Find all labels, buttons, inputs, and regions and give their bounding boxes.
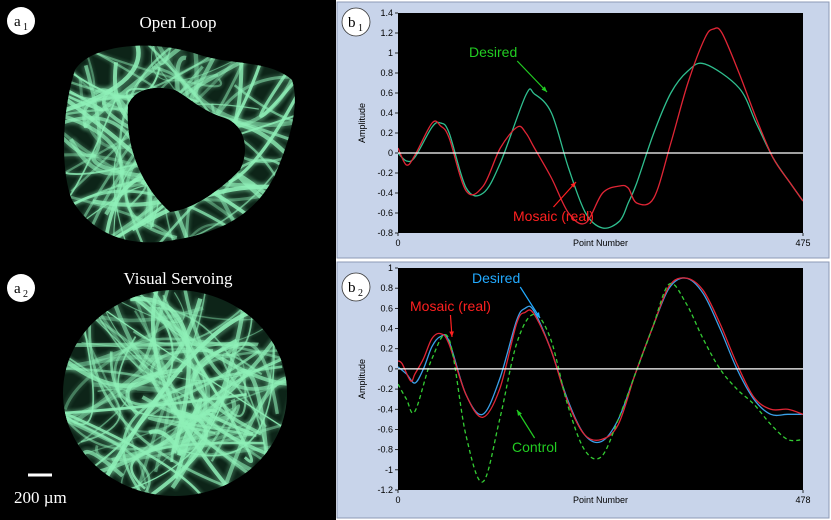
annotation-arrowhead bbox=[541, 86, 547, 92]
y-tick-label: 0 bbox=[388, 364, 393, 374]
chart-b2: -1.2 -1 -0.8 -0.6 -0.4 -0.2 0 0.2 0.4 0.6 0.8 1 0 478… bbox=[357, 263, 811, 505]
annotation-arrowhead bbox=[517, 410, 522, 416]
visual-servoing-mosaic-image bbox=[63, 290, 287, 496]
y-tick-label: 0.4 bbox=[380, 108, 393, 118]
y-tick-label: 0.2 bbox=[380, 128, 393, 138]
series-desired bbox=[398, 62, 803, 229]
annotation-desired: Desired bbox=[472, 270, 520, 286]
y-tick-label: -0.2 bbox=[377, 384, 393, 394]
annotation-arrowhead bbox=[535, 312, 540, 318]
annotation-mosaic-real: Mosaic (real) bbox=[410, 298, 491, 314]
panel-b1: b 1 bbox=[341, 7, 371, 37]
badge-a1-letter: a bbox=[14, 14, 21, 30]
annotation-mosaic-real: Mosaic (real) bbox=[513, 208, 594, 224]
chart-b1: -0.8 -0.6 -0.4 -0.2 0 0.2 0.4 0.6 0.8 1 1.2 1.4 0 475… bbox=[357, 8, 811, 248]
y-tick-label: 0.2 bbox=[380, 344, 393, 354]
badge-a2 bbox=[7, 274, 35, 302]
plot-area-b1 bbox=[398, 13, 803, 233]
annotation-arrowhead bbox=[449, 331, 454, 337]
series-control bbox=[398, 282, 803, 483]
badge-a2-letter: a bbox=[14, 281, 21, 297]
y-tick-label: -0.6 bbox=[377, 424, 393, 434]
badge-a2-sub: 2 bbox=[23, 289, 28, 300]
y-tick-label: 0.8 bbox=[380, 283, 393, 293]
badge-b1-letter: b bbox=[348, 15, 356, 31]
y-tick-label: 0.8 bbox=[380, 68, 393, 78]
y-tick-label: -0.6 bbox=[377, 208, 393, 218]
x-axis-label: Point Number bbox=[573, 495, 628, 505]
y-axis-label: Amplitude bbox=[357, 359, 367, 399]
badge-b1 bbox=[341, 7, 371, 37]
annotation-arrow bbox=[519, 286, 541, 319]
scale-bar-label: 200 µm bbox=[14, 488, 67, 507]
panel-a2: a 2 Visual Servoing 200 µm bbox=[7, 269, 287, 507]
annotation-arrow bbox=[553, 181, 577, 208]
badge-b2-letter: b bbox=[348, 280, 356, 296]
y-tick-label: -1 bbox=[385, 465, 393, 475]
x-axis-label: Point Number bbox=[573, 238, 628, 248]
x-tick-label: 0 bbox=[395, 238, 400, 248]
plot-area-b2 bbox=[398, 268, 803, 490]
y-tick-label: -1.2 bbox=[377, 485, 393, 495]
y-tick-label: -0.8 bbox=[377, 445, 393, 455]
y-axis-label: Amplitude bbox=[357, 103, 367, 143]
badge-a1-sub: 1 bbox=[23, 22, 28, 33]
y-tick-label: -0.4 bbox=[377, 404, 393, 414]
series-desired bbox=[398, 277, 803, 444]
annotation-desired: Desired bbox=[469, 44, 517, 60]
panel-a2-title: Visual Servoing bbox=[124, 269, 233, 288]
series-mosaic-real bbox=[398, 277, 803, 442]
badge-b1-sub: 1 bbox=[358, 23, 363, 34]
annotation-arrowhead bbox=[570, 182, 576, 188]
x-tick-label: 0 bbox=[395, 495, 400, 505]
badge-b2 bbox=[341, 272, 371, 302]
y-tick-label: 1 bbox=[388, 48, 393, 58]
annotation-arrow bbox=[516, 60, 548, 93]
series-group bbox=[398, 27, 803, 229]
y-tick-label: 0 bbox=[388, 148, 393, 158]
y-tick-label: 0.6 bbox=[380, 88, 393, 98]
y-tick-label: -0.2 bbox=[377, 168, 393, 178]
y-tick-label: -0.4 bbox=[377, 188, 393, 198]
y-tick-label: 0.6 bbox=[380, 303, 393, 313]
panel-a1-title: Open Loop bbox=[140, 13, 217, 32]
x-tick-label: 478 bbox=[795, 495, 810, 505]
y-tick-label: 1 bbox=[388, 263, 393, 273]
y-tick-label: 0.4 bbox=[380, 324, 393, 334]
y-tick-label: 1.2 bbox=[380, 28, 393, 38]
series-group bbox=[398, 277, 803, 483]
badge-a1 bbox=[7, 7, 35, 35]
y-tick-label: 1.4 bbox=[380, 8, 393, 18]
badge-b2-sub: 2 bbox=[358, 288, 363, 299]
x-tick-label: 475 bbox=[795, 238, 810, 248]
panel-b2: b 2 bbox=[341, 272, 371, 302]
annotation-control: Control bbox=[512, 439, 557, 455]
y-tick-label: -0.8 bbox=[377, 228, 393, 238]
series-mosaic-real bbox=[398, 27, 803, 225]
